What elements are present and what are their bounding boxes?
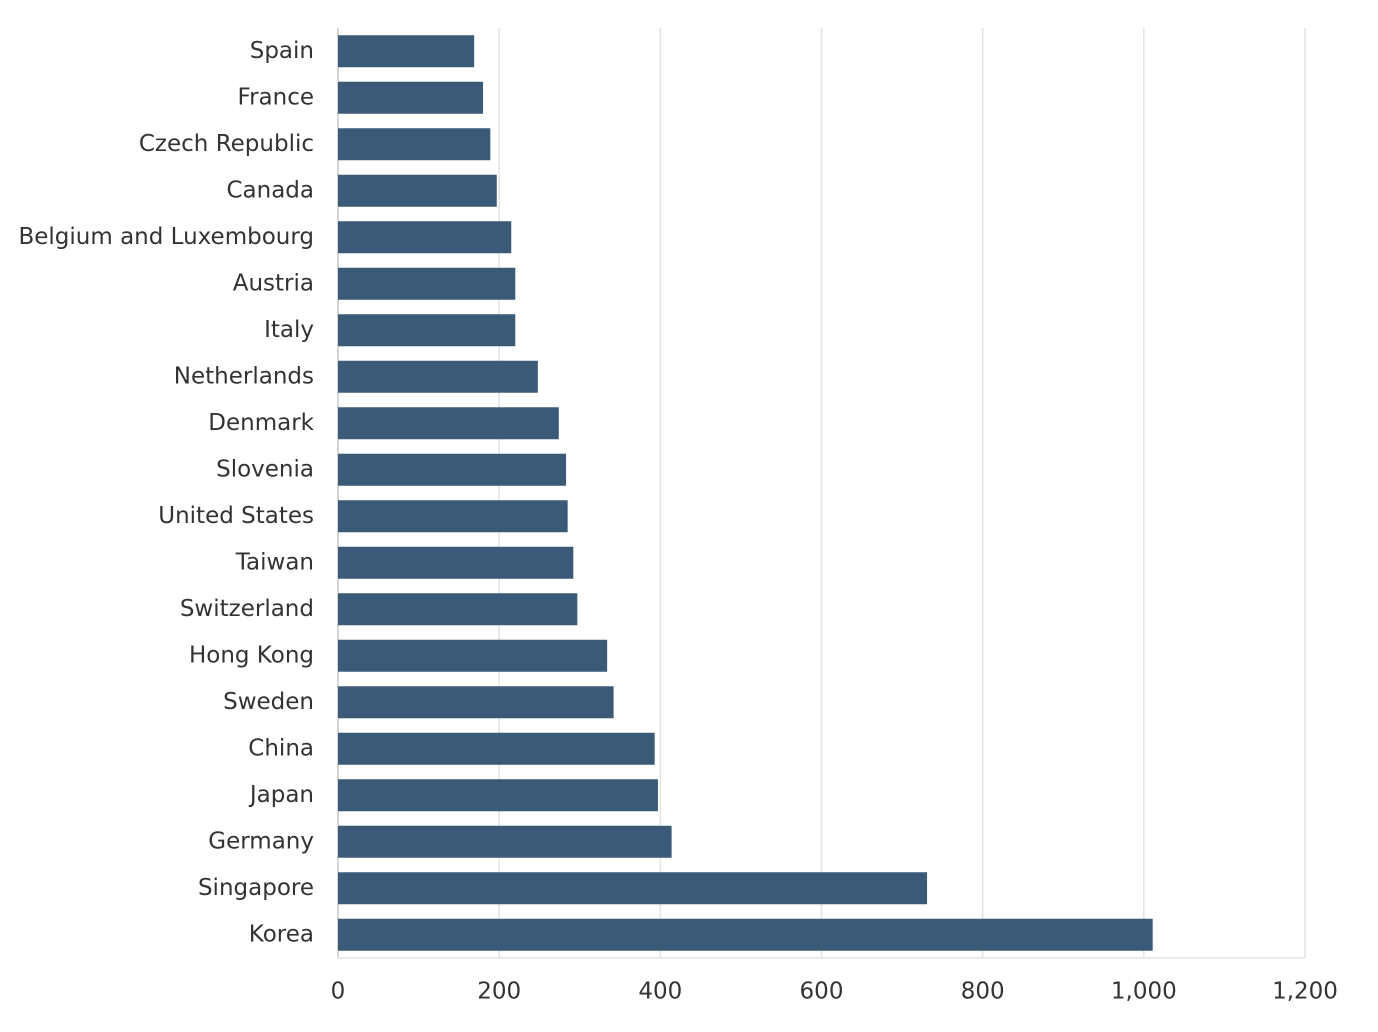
y-tick-label: Korea — [249, 921, 314, 947]
bar — [338, 407, 559, 440]
y-tick-label: China — [248, 735, 314, 761]
y-tick-label: Germany — [208, 828, 314, 854]
bar — [338, 686, 614, 719]
x-tick-label: 0 — [331, 979, 346, 1005]
y-tick-label: Singapore — [198, 875, 314, 901]
y-tick-label: Spain — [250, 38, 314, 64]
bar — [338, 174, 497, 207]
y-tick-label: Netherlands — [174, 363, 314, 389]
bar — [338, 825, 672, 858]
bar — [338, 360, 538, 393]
bar — [338, 918, 1153, 951]
y-tick-label: Slovenia — [216, 456, 314, 482]
x-tick-label: 1,000 — [1111, 979, 1177, 1005]
x-tick-label: 200 — [477, 979, 521, 1005]
bar — [338, 500, 568, 533]
y-tick-label: Sweden — [223, 689, 314, 715]
y-tick-label: Canada — [226, 177, 314, 203]
x-tick-label: 800 — [961, 979, 1005, 1005]
bar — [338, 593, 578, 626]
y-tick-label: Italy — [264, 317, 314, 343]
bar — [338, 732, 655, 765]
bar — [338, 267, 516, 300]
bar — [338, 221, 512, 254]
bar — [338, 872, 928, 905]
y-tick-label: Denmark — [208, 410, 314, 436]
y-tick-label: France — [238, 84, 314, 110]
y-tick-label: Japan — [248, 782, 314, 808]
bar — [338, 128, 491, 161]
y-tick-label: Czech Republic — [139, 131, 314, 157]
bar — [338, 779, 658, 812]
bar — [338, 546, 574, 579]
y-tick-label: Hong Kong — [189, 642, 314, 668]
x-tick-label: 400 — [638, 979, 682, 1005]
bar — [338, 314, 516, 347]
x-tick-label: 600 — [800, 979, 844, 1005]
y-tick-label: Belgium and Luxembourg — [18, 224, 314, 250]
bar — [338, 639, 608, 672]
y-tick-label: Switzerland — [180, 596, 314, 622]
y-tick-label: United States — [158, 503, 314, 529]
bar — [338, 81, 484, 114]
x-tick-label: 1,200 — [1272, 979, 1338, 1005]
bar — [338, 453, 567, 486]
y-tick-label: Austria — [233, 270, 314, 296]
bar — [338, 35, 475, 68]
y-tick-label: Taiwan — [235, 549, 314, 575]
